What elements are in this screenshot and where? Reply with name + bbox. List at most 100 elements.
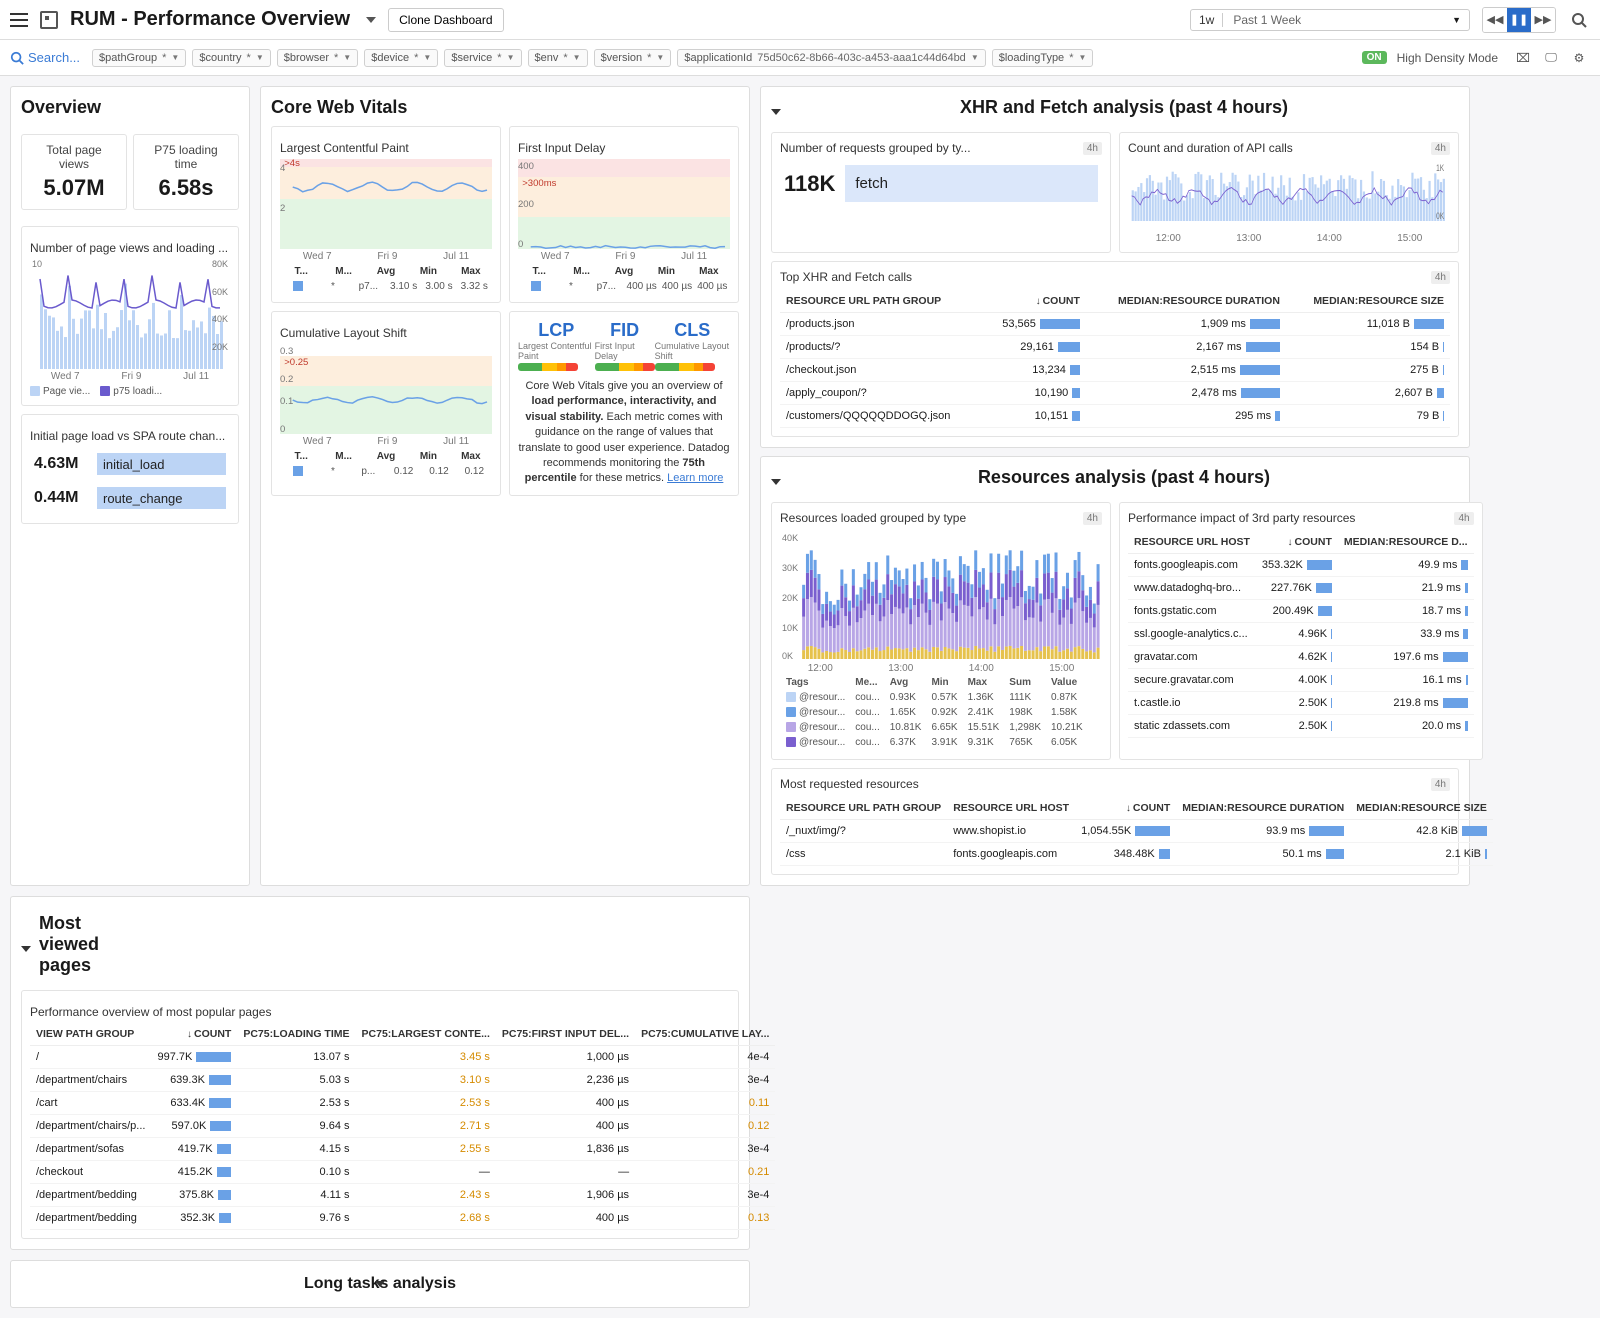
filter-chip[interactable]: $browser*▼: [277, 49, 358, 67]
table-row[interactable]: /customers/QQQQQDDOGQ.json10,151295 ms79…: [780, 405, 1450, 428]
table-row[interactable]: /checkout415.2K0.10 s——0.21: [30, 1161, 775, 1184]
panel-most-viewed: Most viewed pages Performance overview o…: [10, 896, 750, 1250]
api-calls-chart[interactable]: 1K 0K: [1128, 161, 1450, 231]
card-pageviews-chart: Number of page views and loading ... 80K…: [21, 226, 239, 406]
table-row[interactable]: /_nuxt/img/?www.shopist.io1,054.55K93.9 …: [780, 820, 1493, 843]
filter-chip[interactable]: $applicationId75d50c62-8b66-403c-a453-aa…: [677, 49, 985, 67]
search-label: Search...: [28, 50, 80, 65]
collapse-resources[interactable]: [771, 479, 781, 485]
table-row[interactable]: /department/bedding375.8K4.11 s2.43 s1,9…: [30, 1184, 775, 1207]
card-most-requested: Most requested resources4h RESOURCE URL …: [771, 768, 1459, 875]
search-filter[interactable]: Search...: [10, 50, 80, 65]
table-row[interactable]: /products/?29,1612,167 ms154 B: [780, 336, 1450, 359]
table-row[interactable]: www.datadoghq-bro...227.76K21.9 ms: [1128, 577, 1474, 600]
table-row[interactable]: /checkout.json13,2342,515 ms275 B: [780, 359, 1450, 382]
svg-text:0: 0: [280, 424, 285, 434]
table-row[interactable]: /cart633.4K2.53 s2.53 s400 µs0.11: [30, 1092, 775, 1115]
table-row[interactable]: t.castle.io2.50K219.8 ms: [1128, 692, 1474, 715]
svg-text:1K: 1K: [1436, 163, 1445, 173]
table-row[interactable]: fonts.gstatic.com200.49K18.7 ms: [1128, 600, 1474, 623]
table-row[interactable]: ssl.google-analytics.c...4.96K33.9 ms: [1128, 623, 1474, 646]
collapse-most-viewed[interactable]: [21, 946, 31, 952]
table-row[interactable]: /department/chairs639.3K5.03 s3.10 s2,23…: [30, 1069, 775, 1092]
card-p75-loading-time: P75 loading time 6.58s: [133, 134, 239, 210]
card-lcp: Largest Contentful Paint >4s 4 2 Wed 7Fr…: [271, 126, 501, 303]
svg-text:>0.25: >0.25: [284, 357, 308, 367]
density-label: High Density Mode: [1397, 51, 1498, 65]
time-pause[interactable]: ❚❚: [1507, 8, 1531, 32]
svg-text:0K: 0K: [782, 651, 793, 661]
dashboard-icon: [40, 11, 58, 29]
table-row[interactable]: /department/sofas419.7K4.15 s2.55 s1,836…: [30, 1138, 775, 1161]
density-toggle-badge[interactable]: ON: [1362, 51, 1387, 64]
card-cls: Cumulative Layout Shift >0.25 0.3 0.2 0.…: [271, 311, 501, 496]
title-dropdown-caret[interactable]: [366, 17, 376, 23]
monitor-icon[interactable]: 🖵: [1540, 47, 1562, 69]
time-step-fwd[interactable]: ▶▶: [1531, 8, 1555, 32]
panel-core-web-vitals: Core Web Vitals Largest Contentful Paint…: [260, 86, 750, 886]
svg-text:>300ms: >300ms: [522, 178, 557, 188]
time-play-controls: ◀◀ ❚❚ ▶▶: [1482, 7, 1556, 33]
card-total-page-views: Total page views 5.07M: [21, 134, 127, 210]
time-step-back[interactable]: ◀◀: [1483, 8, 1507, 32]
svg-text:0.3: 0.3: [280, 346, 293, 356]
table-row[interactable]: /department/chairs/p...597.0K9.64 s2.71 …: [30, 1115, 775, 1138]
panel-long-tasks: Long tasks analysis: [10, 1260, 750, 1308]
svg-text:0.1: 0.1: [280, 396, 293, 406]
time-range-picker[interactable]: 1w Past 1 Week ▼: [1190, 9, 1470, 31]
card-api-calls: Count and duration of API calls4h 1K 0K …: [1119, 132, 1459, 253]
filter-chip[interactable]: $country*▼: [192, 49, 270, 67]
svg-text:>4s: >4s: [284, 159, 300, 168]
svg-text:0.2: 0.2: [280, 374, 293, 384]
filter-chip[interactable]: $device*▼: [364, 49, 438, 67]
table-row[interactable]: /apply_coupon/?10,1902,478 ms2,607 B: [780, 382, 1450, 405]
table-row[interactable]: fonts.googleapis.com353.32K49.9 ms: [1128, 554, 1474, 577]
clone-dashboard-button[interactable]: Clone Dashboard: [388, 8, 503, 32]
learn-more-link[interactable]: Learn more: [667, 472, 723, 484]
table-row[interactable]: secure.gravatar.com4.00K16.1 ms: [1128, 669, 1474, 692]
table-row[interactable]: /cssfonts.googleapis.com348.48K50.1 ms2.…: [780, 843, 1493, 866]
card-initial-vs-spa: Initial page load vs SPA route chan... 4…: [21, 414, 239, 524]
collapse-xhr[interactable]: [771, 109, 781, 115]
table-row[interactable]: /products.json53,5651,909 ms11,018 B: [780, 313, 1450, 336]
res-stacked-chart[interactable]: 40K 30K 20K 10K 0K: [780, 531, 1102, 661]
svg-text:20K: 20K: [782, 593, 798, 603]
menu-toggle[interactable]: [10, 13, 28, 27]
table-row[interactable]: static zdassets.com2.50K20.0 ms: [1128, 715, 1474, 738]
gear-icon[interactable]: ⚙: [1568, 47, 1590, 69]
card-res-by-type: Resources loaded grouped by type4h 40K 3…: [771, 502, 1111, 760]
tv-mode-icon[interactable]: ⌧: [1512, 47, 1534, 69]
svg-text:2: 2: [280, 203, 285, 213]
pageviews-loading-chart[interactable]: 80K 60K 40K 20K 10: [30, 259, 230, 369]
table-row[interactable]: /department/bedding352.3K9.76 s2.68 s400…: [30, 1207, 775, 1230]
time-range-long: Past 1 Week: [1233, 13, 1442, 27]
svg-text:0: 0: [518, 239, 523, 249]
svg-text:10K: 10K: [782, 623, 798, 633]
panel-resources: Resources analysis (past 4 hours) Resour…: [760, 456, 1470, 886]
filter-chip[interactable]: $service*▼: [444, 49, 521, 67]
svg-text:0K: 0K: [1436, 211, 1445, 221]
card-popular-pages: Performance overview of most popular pag…: [21, 990, 739, 1239]
svg-text:40K: 40K: [782, 533, 798, 543]
collapse-longtasks[interactable]: [375, 1281, 385, 1287]
card-cwv-explain: LCPLargest Contentful Paint FIDFirst Inp…: [509, 311, 739, 496]
filter-chip[interactable]: $version*▼: [594, 49, 672, 67]
page-title: RUM - Performance Overview: [70, 8, 350, 31]
toplist-row[interactable]: 0.44Mroute_change: [30, 481, 230, 515]
card-req-by-type: Number of requests grouped by ty...4h 11…: [771, 132, 1111, 253]
card-top-xhr: Top XHR and Fetch calls4h RESOURCE URL P…: [771, 261, 1459, 437]
panel-xhr: XHR and Fetch analysis (past 4 hours) Nu…: [760, 86, 1470, 448]
filter-chip[interactable]: $loadingType*▼: [992, 49, 1094, 67]
overview-title: Overview: [21, 97, 239, 118]
svg-text:4: 4: [280, 163, 285, 173]
table-row[interactable]: /997.7K13.07 s3.45 s1,000 µs4e-4: [30, 1046, 775, 1069]
svg-text:30K: 30K: [782, 563, 798, 573]
panel-overview: Overview Total page views 5.07M P75 load…: [10, 86, 250, 886]
filter-chip[interactable]: $env*▼: [528, 49, 588, 67]
toplist-row[interactable]: 4.63Minitial_load: [30, 447, 230, 481]
table-row[interactable]: gravatar.com4.62K197.6 ms: [1128, 646, 1474, 669]
card-3rd-party: Performance impact of 3rd party resource…: [1119, 502, 1483, 760]
search-icon[interactable]: [1568, 9, 1590, 31]
card-fid: First Input Delay >300ms 400 200 0 Wed 7…: [509, 126, 739, 303]
filter-chip[interactable]: $pathGroup*▼: [92, 49, 186, 67]
